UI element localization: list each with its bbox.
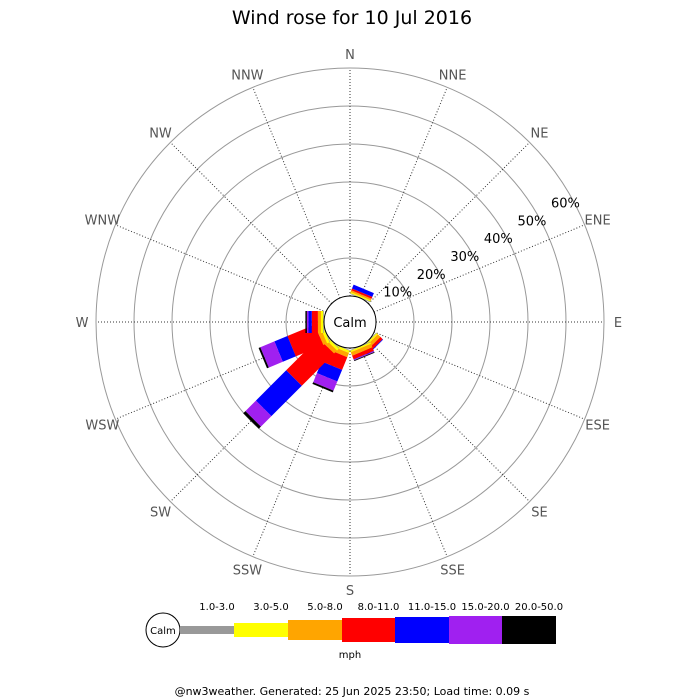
calm-circle xyxy=(323,295,377,349)
bar-ssw-bin-4 xyxy=(316,361,343,382)
bar-nne-bin-2 xyxy=(350,290,372,301)
bar-ssw-bin-6 xyxy=(312,382,334,393)
ring-label-20: 20% xyxy=(417,268,446,283)
spoke-ese xyxy=(373,331,585,420)
spoke-ne xyxy=(368,142,530,304)
ring-label-50: 50% xyxy=(517,214,546,229)
spoke-se xyxy=(368,340,530,502)
grid xyxy=(95,67,605,577)
bar-sse-bin-5 xyxy=(353,351,375,361)
bar-sse-bin-2 xyxy=(350,343,373,356)
legend-swatch-2 xyxy=(288,620,342,640)
legend-bin-label-2: 5.0-8.0 xyxy=(307,602,342,613)
spoke-nw xyxy=(170,142,332,304)
direction-label-w: W xyxy=(76,316,89,331)
direction-label-nw: NW xyxy=(149,127,172,142)
direction-label-ssw: SSW xyxy=(233,564,263,579)
direction-label-n: N xyxy=(345,48,355,63)
bar-w-bin-1 xyxy=(321,311,324,333)
legend-swatch-4 xyxy=(395,617,449,643)
ring-label-30: 30% xyxy=(450,250,479,265)
footer-text: @nw3weather. Generated: 25 Jun 2025 23:5… xyxy=(175,685,530,698)
bar-nne-bin-4 xyxy=(352,284,374,297)
bar-w-bin-4 xyxy=(308,311,312,333)
legend-bin-label-3: 8.0-11.0 xyxy=(358,602,400,613)
bar-wsw-bin-4 xyxy=(274,336,296,362)
bar-sse-bin-4 xyxy=(353,350,374,360)
calm-label: Calm xyxy=(333,316,366,331)
legend-bin-label-4: 11.0-15.0 xyxy=(408,602,456,613)
chart-title: Wind rose for 10 Jul 2016 xyxy=(232,7,472,29)
legend-swatch-3 xyxy=(342,618,395,642)
grid-ring-40 xyxy=(171,143,529,501)
bar-w-bin-5 xyxy=(306,311,309,333)
bar-sw-bin-3 xyxy=(286,338,334,386)
spoke-ssw xyxy=(252,345,341,557)
bar-w-bin-2 xyxy=(317,311,321,333)
ring-label-60: 60% xyxy=(551,196,580,211)
direction-label-wnw: WNW xyxy=(85,213,121,228)
ring-label-10: 10% xyxy=(383,286,412,301)
bar-sse-bin-1 xyxy=(350,342,371,353)
legend-swatch-0 xyxy=(180,626,234,634)
legend-swatch-6 xyxy=(502,616,556,644)
spoke-sse xyxy=(359,345,448,557)
legend-bin-label-5: 15.0-20.0 xyxy=(461,602,509,613)
legend-calm-label: Calm xyxy=(150,626,176,637)
legend-swatch-1 xyxy=(234,623,288,637)
direction-label-ene: ENE xyxy=(585,213,611,228)
legend-bin-label-6: 20.0-50.0 xyxy=(515,602,563,613)
bar-nne-bin-1 xyxy=(350,292,371,302)
direction-label-wsw: WSW xyxy=(85,419,119,434)
bar-wsw-bin-5 xyxy=(260,341,283,368)
direction-label-s: S xyxy=(346,584,354,599)
direction-label-ese: ESE xyxy=(585,419,610,434)
bar-w-bin-3 xyxy=(311,311,318,333)
spoke-ene xyxy=(373,224,585,313)
legend-swatch-5 xyxy=(449,616,502,644)
bar-sse-bin-3 xyxy=(352,347,374,360)
legend-bin-label-0: 1.0-3.0 xyxy=(199,602,234,613)
axis-labels: N NNE NE ENE E ESE SE SSE S SSW SW WSW W WNW NW NNW 10% 2… xyxy=(76,48,623,599)
legend-units: mph xyxy=(339,650,361,661)
spoke-wsw xyxy=(115,331,327,420)
legend: Calm 1.0-3.0 3.0-5.0 5.0-8.0 8.0-11.0 11.0-15… xyxy=(145,602,563,661)
legend-bin-label-1: 3.0-5.0 xyxy=(253,602,288,613)
direction-label-nnw: NNW xyxy=(231,68,263,83)
direction-label-se: SE xyxy=(531,506,547,521)
ring-label-40: 40% xyxy=(484,232,513,247)
direction-label-ne: NE xyxy=(531,127,549,142)
center: Calm xyxy=(323,295,377,349)
direction-label-sw: SW xyxy=(150,506,171,521)
bar-ssw-bin-5 xyxy=(313,373,338,391)
bar-sw-bin-5 xyxy=(245,400,272,427)
spoke-nnw xyxy=(252,87,341,299)
bar-sw-bin-4 xyxy=(255,370,302,417)
bar-w-bin-6 xyxy=(305,311,307,333)
spoke-nne xyxy=(359,87,448,299)
grid-ring-60 xyxy=(95,67,605,577)
grid-ring-10 xyxy=(285,257,415,387)
bar-nne-bin-3 xyxy=(351,288,373,299)
direction-label-sse: SSE xyxy=(440,564,465,579)
bar-sw-bin-6 xyxy=(243,411,261,429)
bar-sse-bin-6 xyxy=(354,352,375,362)
spoke-wnw xyxy=(115,224,327,313)
direction-label-nne: NNE xyxy=(439,68,467,83)
bar-wsw-bin-6 xyxy=(258,347,269,369)
direction-label-e: E xyxy=(614,316,622,331)
